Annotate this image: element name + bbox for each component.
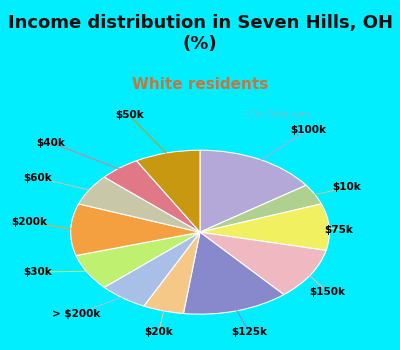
Wedge shape xyxy=(184,232,284,314)
Wedge shape xyxy=(104,161,200,232)
Text: $75k: $75k xyxy=(325,225,354,235)
Wedge shape xyxy=(200,185,322,232)
Wedge shape xyxy=(71,204,200,256)
Text: > $200k: > $200k xyxy=(52,309,101,319)
Text: $200k: $200k xyxy=(12,217,48,227)
Text: $50k: $50k xyxy=(115,110,144,120)
Wedge shape xyxy=(144,232,200,314)
Wedge shape xyxy=(200,232,326,295)
Text: $30k: $30k xyxy=(23,267,52,277)
Text: $10k: $10k xyxy=(333,182,361,192)
Wedge shape xyxy=(200,204,329,251)
Text: City-Data.com: City-Data.com xyxy=(247,111,311,119)
Wedge shape xyxy=(136,150,200,232)
Text: White residents: White residents xyxy=(132,77,268,92)
Wedge shape xyxy=(76,232,200,287)
Text: $60k: $60k xyxy=(23,173,52,182)
Text: $40k: $40k xyxy=(37,138,66,148)
Text: $20k: $20k xyxy=(144,327,173,337)
Wedge shape xyxy=(78,177,200,232)
Wedge shape xyxy=(104,232,200,306)
Text: $100k: $100k xyxy=(290,125,326,135)
Text: $150k: $150k xyxy=(310,287,345,297)
Wedge shape xyxy=(200,150,306,232)
Text: Income distribution in Seven Hills, OH
(%): Income distribution in Seven Hills, OH (… xyxy=(8,14,392,53)
Text: $125k: $125k xyxy=(231,327,267,337)
